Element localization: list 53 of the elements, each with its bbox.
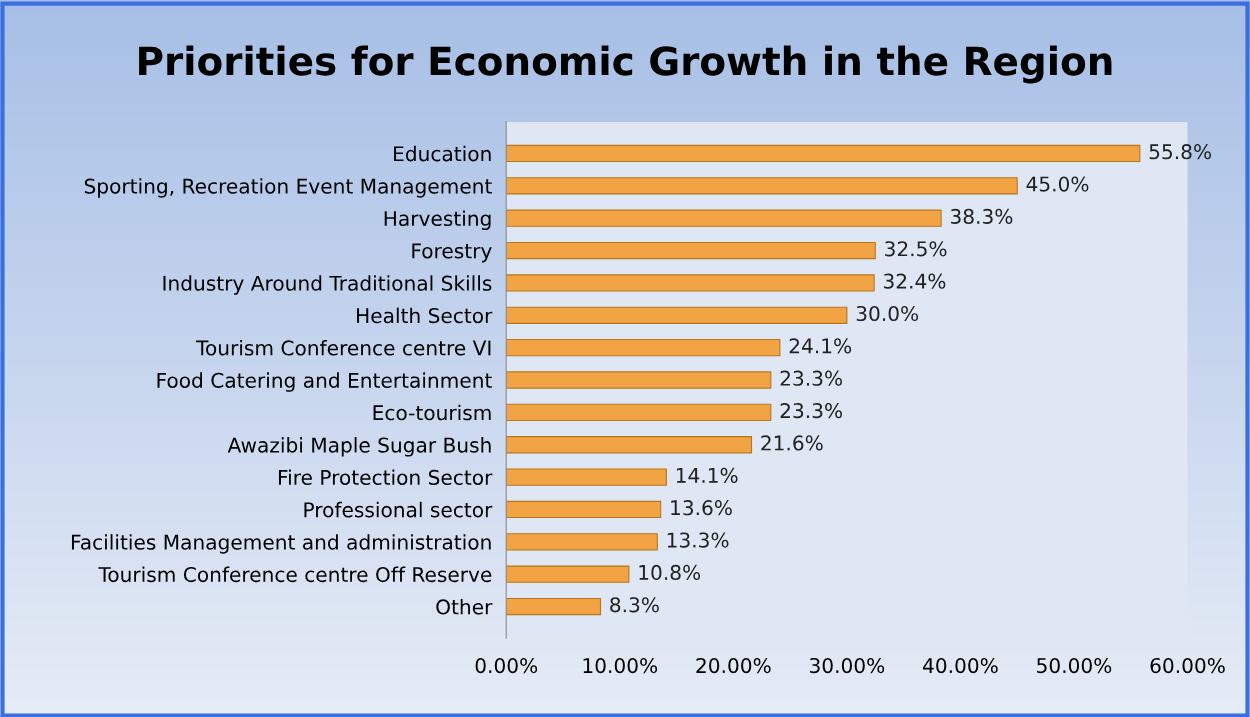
y-tick-label: Forestry [412,243,492,263]
bar [506,241,876,260]
y-tick-label: Tourism Conference centre VI [196,339,491,356]
bar [506,468,667,486]
data-label: 45.0% [1026,176,1089,192]
y-tick-label: Other [436,598,493,615]
y-tick-label: Eco-tourism [373,404,491,421]
bar [506,500,662,519]
x-tick-label: 40.00% [923,657,998,674]
bar [506,274,875,292]
x-tick-label: 0.00% [475,657,538,674]
x-tick-label: 30.00% [810,657,885,674]
data-label: 32.4% [883,273,946,289]
y-tick-label: Awazibi Maple Sugar Bush [227,437,491,457]
data-label: 23.3% [780,370,842,386]
bar [506,403,772,422]
data-label: 23.3% [780,402,842,419]
y-tick-label: Professional sector [304,501,493,518]
data-label: 30.0% [856,305,919,322]
y-tick-label: Industry Around Traditional Skills [163,275,492,295]
x-tick-label: 50.00% [1037,657,1112,674]
y-tick-label: Health Sector [357,307,493,324]
y-tick-label: Fire Protection Sector [278,469,493,486]
y-tick-label: Harvesting [384,210,491,231]
data-label: 24.1% [789,338,852,354]
data-label: 14.1% [676,467,738,483]
bar [506,565,630,583]
chart-title: Priorities for Economic Growth in the Region [139,45,1112,84]
data-label: 8.3% [610,597,659,613]
x-tick-label: 10.00% [583,657,658,674]
y-tick-label: Food Catering and Entertainment [157,372,492,392]
data-label: 13.6% [671,500,732,516]
data-label: 10.8% [639,564,701,581]
bar [506,177,1018,195]
bar [506,436,753,454]
bar [506,338,781,357]
bar [506,533,658,551]
y-tick-label: Education [394,145,491,162]
y-tick-label: Sporting, Recreation Event Management [84,178,492,198]
data-label: 38.3% [950,208,1013,225]
data-label: 32.5% [885,241,947,257]
bar [506,371,772,389]
bar [506,306,848,324]
y-tick-label: Facilities Management and administration [71,534,491,554]
x-tick-label: 20.00% [696,657,771,674]
bar [506,144,1141,163]
data-label: 13.3% [667,532,729,548]
x-tick-label: 60.00% [1150,657,1225,674]
bar [506,597,602,616]
bar [506,209,942,227]
data-label: 55.8% [1149,144,1212,160]
y-tick-label: Tourism Conference centre Off Reserve [98,566,492,583]
data-label: 21.6% [761,435,823,451]
